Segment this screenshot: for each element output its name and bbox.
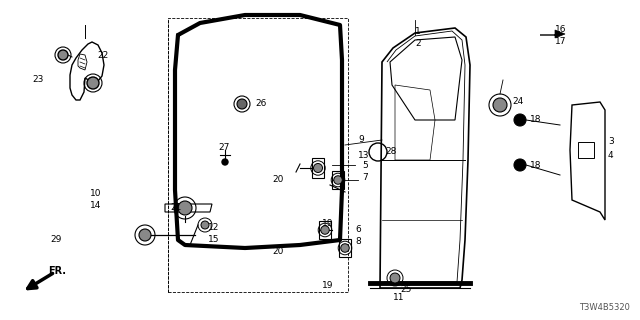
Circle shape [493,98,507,112]
Text: 7: 7 [362,173,368,182]
Circle shape [178,201,192,215]
Polygon shape [540,30,565,38]
Text: 5: 5 [362,161,368,170]
Text: 22: 22 [97,52,108,60]
Circle shape [139,229,151,241]
Circle shape [333,176,342,184]
Text: 17: 17 [555,37,566,46]
Text: 6: 6 [355,226,361,235]
Circle shape [340,244,349,252]
Text: 23: 23 [32,76,44,84]
Text: 21: 21 [170,204,181,212]
Text: 28: 28 [385,148,396,156]
Text: 13: 13 [358,150,369,159]
Text: 9: 9 [358,135,364,145]
Circle shape [237,99,247,109]
Circle shape [390,273,400,283]
Circle shape [58,50,68,60]
Text: 1: 1 [415,28,420,36]
Text: 26: 26 [255,100,266,108]
Text: 19: 19 [322,219,333,228]
Text: 3: 3 [608,138,614,147]
Circle shape [87,77,99,89]
Text: 27: 27 [218,143,229,153]
Text: 4: 4 [608,150,614,159]
Text: 20: 20 [272,175,284,185]
Text: 24: 24 [512,98,524,107]
Text: 12: 12 [208,222,220,231]
Circle shape [314,164,323,172]
Circle shape [514,159,526,171]
Text: 10: 10 [90,188,102,197]
Text: 25: 25 [400,285,412,294]
Text: 18: 18 [530,116,541,124]
Text: 15: 15 [208,236,220,244]
Text: 11: 11 [393,293,404,302]
Circle shape [514,114,526,126]
Text: 20: 20 [272,247,284,257]
Text: FR.: FR. [48,266,66,276]
Circle shape [222,159,228,165]
Circle shape [321,226,329,234]
Text: 16: 16 [555,26,566,35]
Circle shape [201,221,209,229]
Text: 29: 29 [50,236,61,244]
Text: 2: 2 [415,39,420,49]
Text: T3W4B5320: T3W4B5320 [579,303,630,312]
Text: 19: 19 [322,281,333,290]
Text: 8: 8 [355,237,361,246]
Text: 14: 14 [90,202,101,211]
Text: 18: 18 [530,161,541,170]
